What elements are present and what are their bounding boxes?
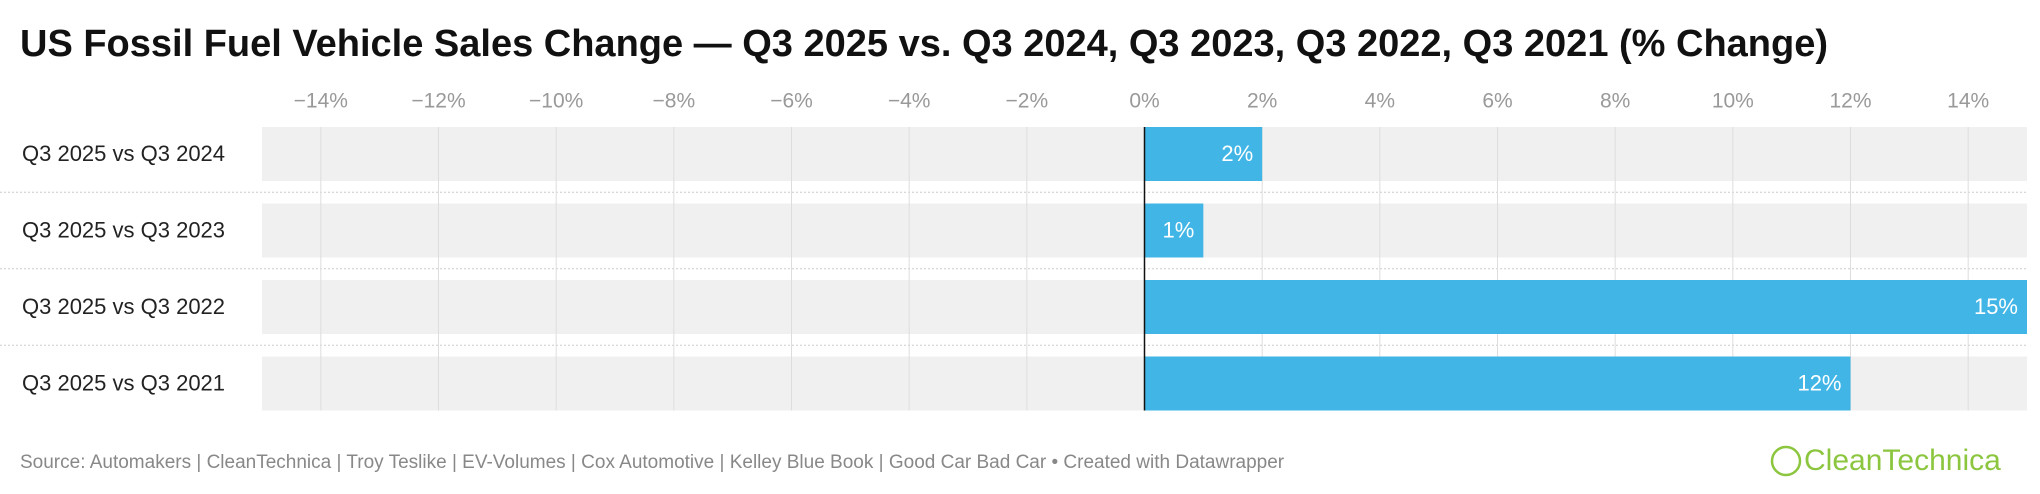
x-tick-label: 6% xyxy=(1482,90,1512,113)
y-tick-label: Q3 2025 vs Q3 2023 xyxy=(22,217,225,242)
x-tick-label: 12% xyxy=(1829,90,1871,113)
y-tick-label: Q3 2025 vs Q3 2024 xyxy=(22,141,225,166)
x-tick-label: −2% xyxy=(1006,90,1049,113)
x-tick-label: −6% xyxy=(770,90,813,113)
logo: CleanTechnica xyxy=(1804,444,2001,477)
chart-title: US Fossil Fuel Vehicle Sales Change — Q3… xyxy=(20,23,1828,65)
y-tick-label: Q3 2025 vs Q3 2021 xyxy=(22,370,225,395)
x-tick-label: 8% xyxy=(1600,90,1630,113)
y-tick-label: Q3 2025 vs Q3 2022 xyxy=(22,294,225,319)
x-tick-label: 0% xyxy=(1129,90,1159,113)
x-tick-label: 14% xyxy=(1947,90,1989,113)
x-tick-label: 10% xyxy=(1712,90,1754,113)
bar xyxy=(1144,356,1851,411)
bar xyxy=(1144,280,2027,334)
logo-icon xyxy=(1770,445,1802,477)
x-tick-label: 4% xyxy=(1365,90,1395,113)
bar xyxy=(1144,203,1204,258)
x-tick-label: −14% xyxy=(294,90,348,113)
value-label: 15% xyxy=(1974,294,2018,319)
value-label: 2% xyxy=(1221,141,1253,166)
value-label: 1% xyxy=(1163,217,1195,242)
x-tick-label: 2% xyxy=(1247,90,1277,113)
x-tick-label: −12% xyxy=(411,90,465,113)
bar xyxy=(1144,127,1263,181)
x-tick-label: −8% xyxy=(653,90,696,113)
x-tick-label: −10% xyxy=(529,90,583,113)
source: Source: Automakers | CleanTechnica | Tro… xyxy=(20,452,1285,473)
value-label: 12% xyxy=(1797,370,1841,395)
x-tick-label: −4% xyxy=(888,90,931,113)
